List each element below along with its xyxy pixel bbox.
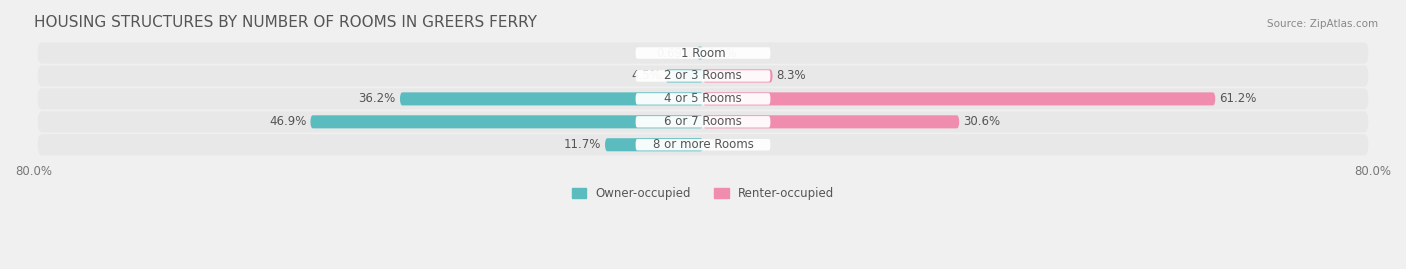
FancyBboxPatch shape: [311, 115, 703, 128]
Text: 1 Room: 1 Room: [681, 47, 725, 59]
FancyBboxPatch shape: [703, 115, 959, 128]
FancyBboxPatch shape: [703, 69, 772, 83]
Text: 2 or 3 Rooms: 2 or 3 Rooms: [664, 69, 742, 83]
Text: 11.7%: 11.7%: [564, 138, 600, 151]
FancyBboxPatch shape: [38, 111, 1368, 132]
Legend: Owner-occupied, Renter-occupied: Owner-occupied, Renter-occupied: [572, 187, 834, 200]
Text: 30.6%: 30.6%: [963, 115, 1001, 128]
Text: 4.5%: 4.5%: [631, 69, 661, 83]
FancyBboxPatch shape: [636, 139, 770, 150]
Text: 8 or more Rooms: 8 or more Rooms: [652, 138, 754, 151]
Text: 61.2%: 61.2%: [1219, 92, 1257, 105]
Text: 6 or 7 Rooms: 6 or 7 Rooms: [664, 115, 742, 128]
FancyBboxPatch shape: [636, 47, 770, 59]
FancyBboxPatch shape: [636, 70, 770, 82]
FancyBboxPatch shape: [399, 92, 703, 105]
FancyBboxPatch shape: [665, 69, 703, 83]
FancyBboxPatch shape: [38, 88, 1368, 109]
FancyBboxPatch shape: [636, 93, 770, 105]
Text: 46.9%: 46.9%: [269, 115, 307, 128]
FancyBboxPatch shape: [703, 92, 1215, 105]
FancyBboxPatch shape: [636, 116, 770, 128]
Text: 36.2%: 36.2%: [359, 92, 396, 105]
Text: 4 or 5 Rooms: 4 or 5 Rooms: [664, 92, 742, 105]
FancyBboxPatch shape: [697, 47, 703, 59]
Text: 0.69%: 0.69%: [655, 47, 693, 59]
Text: 0.0%: 0.0%: [707, 47, 737, 59]
Text: HOUSING STRUCTURES BY NUMBER OF ROOMS IN GREERS FERRY: HOUSING STRUCTURES BY NUMBER OF ROOMS IN…: [34, 15, 537, 30]
FancyBboxPatch shape: [38, 134, 1368, 155]
FancyBboxPatch shape: [605, 138, 703, 151]
FancyBboxPatch shape: [38, 43, 1368, 63]
Text: Source: ZipAtlas.com: Source: ZipAtlas.com: [1267, 19, 1378, 29]
Text: 0.0%: 0.0%: [707, 138, 737, 151]
Text: 8.3%: 8.3%: [776, 69, 806, 83]
FancyBboxPatch shape: [38, 65, 1368, 87]
